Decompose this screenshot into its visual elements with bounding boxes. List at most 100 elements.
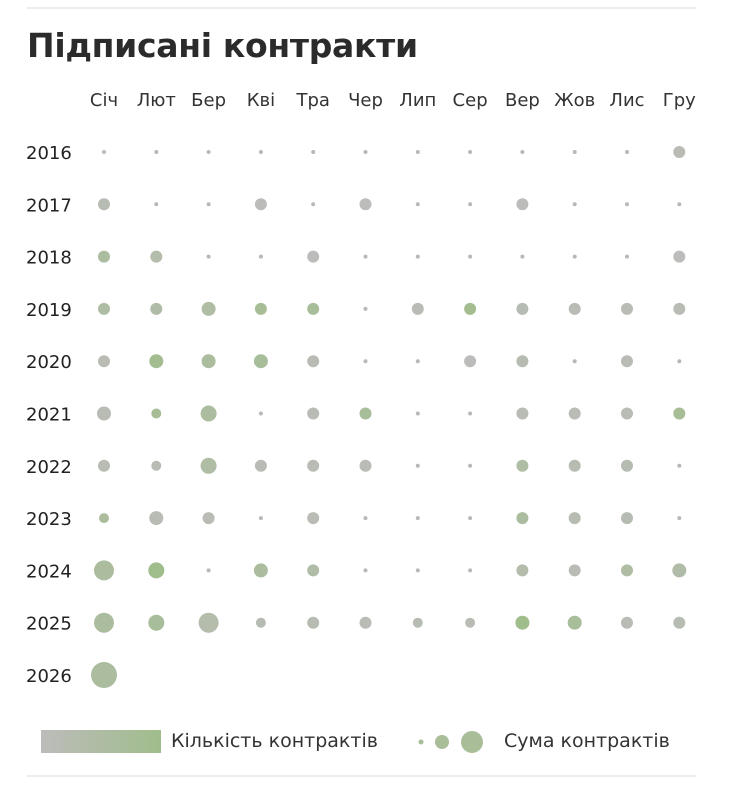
bubble-2019-Лют — [150, 302, 163, 315]
bubble-2016-Вер — [520, 150, 525, 154]
bubble-2025-Лип — [412, 617, 423, 628]
bubble-2025-Бер — [198, 612, 219, 633]
bubble-2017-Чер — [359, 198, 372, 211]
bubble-2025-Вер — [515, 615, 530, 630]
bubble-2020-Вер — [516, 355, 529, 368]
bubble-2018-Бер — [206, 254, 211, 259]
year-label: 2025 — [26, 614, 72, 635]
bubble-2022-Лис — [621, 459, 633, 472]
bubble-2023-Жов — [568, 512, 581, 525]
bubble-2017-Лют — [154, 202, 159, 207]
bubble-2022-Вер — [516, 459, 529, 472]
bubble-2017-Лип — [415, 202, 420, 207]
year-label: 2026 — [26, 666, 72, 687]
bubble-2020-Гру — [677, 359, 682, 364]
bubble-2016-Лис — [625, 150, 629, 154]
bubble-2017-Кві — [254, 198, 267, 211]
bubble-2017-Гру — [677, 202, 682, 207]
month-label: Січ — [90, 90, 118, 111]
bubble-2020-Лип — [415, 359, 420, 364]
year-label: 2021 — [26, 405, 72, 426]
size-legend-bubble — [461, 731, 483, 753]
bubble-2020-Січ — [98, 355, 110, 368]
bubble-2024-Жов — [568, 564, 581, 577]
bubble-2020-Чер — [363, 359, 368, 364]
bubble-2018-Лис — [625, 254, 629, 259]
month-label: Тра — [295, 90, 329, 111]
month-label: Чер — [348, 90, 383, 111]
bubble-2017-Жов — [572, 202, 577, 207]
bubble-2025-Лис — [621, 616, 633, 629]
bubble-2025-Кві — [255, 617, 266, 628]
bubble-2019-Сер — [464, 302, 477, 315]
year-label: 2022 — [26, 457, 72, 478]
bubble-2018-Гру — [673, 250, 686, 263]
bubble-2016-Чер — [363, 150, 368, 154]
month-label: Сер — [453, 90, 488, 111]
bubble-2024-Вер — [516, 564, 529, 577]
bubble-2016-Бер — [206, 150, 211, 154]
bubble-2024-Чер — [363, 568, 368, 573]
bubble-2021-Вер — [516, 407, 529, 420]
year-label: 2023 — [26, 509, 72, 530]
bubble-2019-Січ — [98, 302, 110, 315]
bubble-2024-Кві — [253, 563, 268, 578]
bubble-2024-Лют — [148, 562, 165, 579]
bubble-2025-Чер — [359, 616, 372, 629]
bubble-2022-Січ — [98, 459, 110, 472]
bubble-2019-Кві — [254, 302, 267, 315]
bubble-2021-Кві — [258, 411, 263, 416]
count-legend-gradient — [41, 730, 161, 753]
bubble-2025-Лют — [148, 614, 165, 631]
bubble-2018-Жов — [572, 254, 577, 259]
bubble-2024-Січ — [94, 560, 114, 581]
bubble-2017-Тра — [311, 202, 316, 207]
bubble-2018-Лип — [415, 254, 420, 259]
year-label: 2024 — [26, 561, 72, 582]
bubble-2021-Лип — [415, 411, 420, 416]
year-label: 2019 — [26, 300, 72, 321]
size-legend-bubble — [418, 739, 424, 745]
bubble-2021-Лис — [621, 407, 633, 420]
bubble-2024-Тра — [307, 564, 320, 577]
bubble-2019-Тра — [307, 302, 320, 315]
bubble-2018-Чер — [363, 254, 368, 259]
bubble-2022-Лют — [151, 460, 162, 471]
bubble-2023-Кві — [258, 516, 263, 521]
month-label: Жов — [554, 90, 595, 111]
bubble-2018-Лют — [150, 250, 163, 263]
bubble-2025-Січ — [94, 612, 114, 633]
bubble-2020-Жов — [572, 359, 577, 364]
bubble-2022-Жов — [568, 459, 581, 472]
year-label: 2018 — [26, 248, 72, 269]
bubble-2020-Сер — [464, 355, 477, 368]
bubble-2021-Лют — [151, 408, 162, 419]
bubble-2018-Січ — [98, 250, 110, 263]
bubble-2022-Бер — [200, 457, 217, 474]
month-label: Кві — [247, 90, 275, 111]
bubble-2017-Січ — [98, 198, 110, 211]
bubble-2023-Бер — [202, 512, 215, 525]
bubble-2024-Лип — [415, 568, 420, 573]
bubble-2023-Тра — [307, 512, 320, 525]
bubble-2020-Лис — [621, 355, 633, 368]
bubble-2021-Чер — [359, 407, 372, 420]
bubble-2025-Сер — [465, 617, 476, 628]
bubble-2020-Тра — [307, 355, 320, 368]
bubble-2018-Вер — [520, 254, 525, 259]
bubble-2020-Кві — [253, 354, 268, 369]
bubble-2021-Січ — [97, 406, 111, 421]
bubble-2016-Гру — [673, 146, 686, 158]
month-label: Гру — [663, 90, 696, 111]
bubble-2021-Жов — [568, 407, 581, 420]
year-label: 2017 — [26, 195, 72, 216]
bubble-2016-Лют — [154, 150, 159, 154]
bubble-2025-Гру — [673, 616, 686, 629]
bottom-divider — [27, 775, 696, 777]
bubble-2020-Бер — [201, 354, 216, 369]
bubble-2021-Гру — [673, 407, 686, 420]
bubble-2024-Сер — [468, 568, 473, 573]
bubble-2024-Бер — [206, 568, 211, 573]
bubble-2019-Жов — [568, 302, 581, 315]
